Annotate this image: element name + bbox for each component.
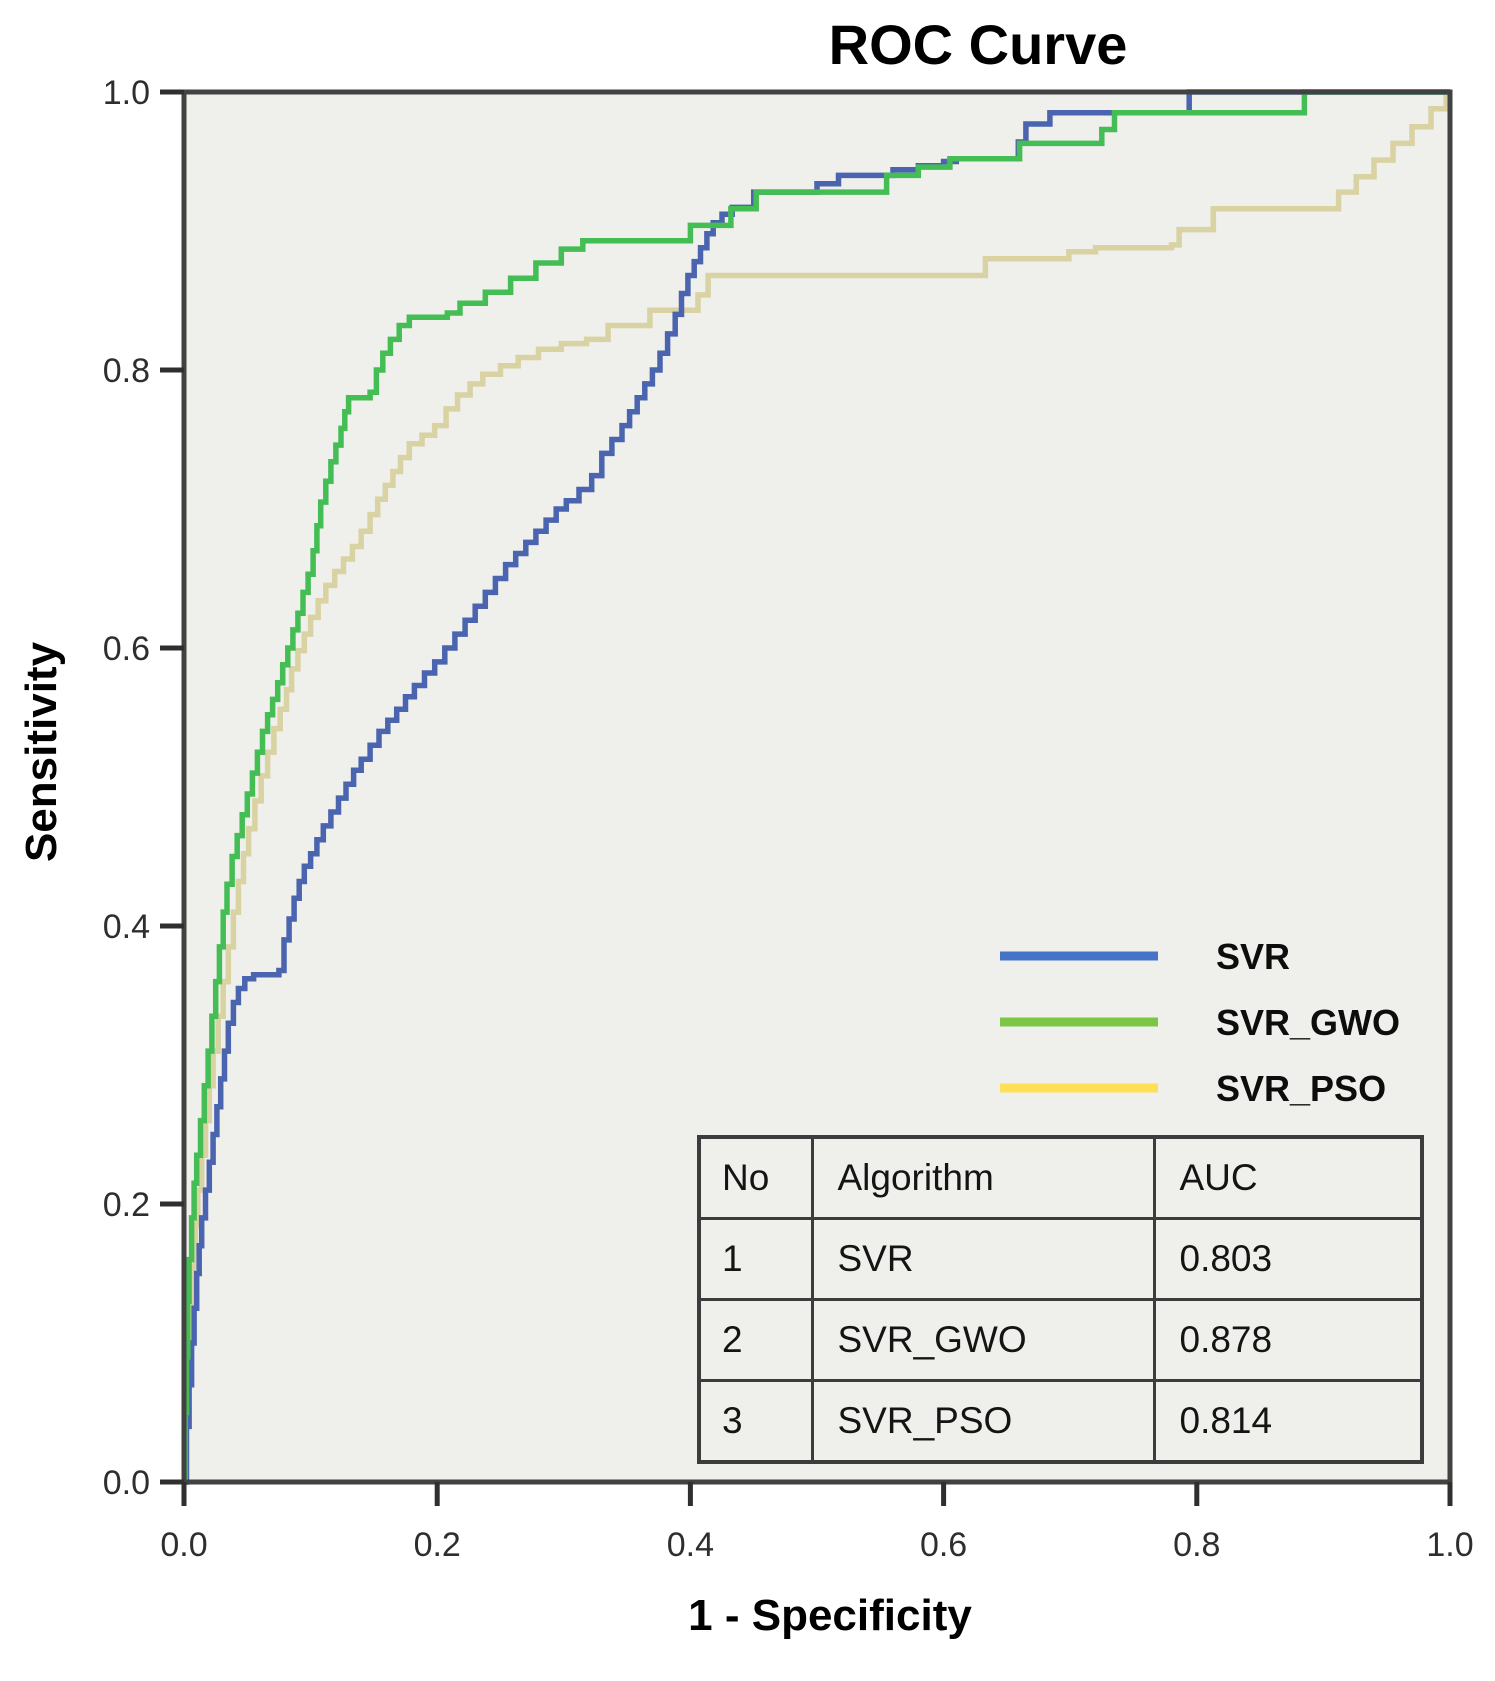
auc-table-cell: 0.878 <box>1152 1298 1424 1382</box>
y-tick-label: 0.4 <box>103 908 150 946</box>
y-tick-label: 1.0 <box>103 74 150 112</box>
legend-label-svr_pso: SVR_PSO <box>1216 1068 1386 1109</box>
x-tick-label: 0.6 <box>920 1526 967 1564</box>
y-tick-label: 0.0 <box>103 1464 150 1502</box>
x-axis-label: 1 - Specificity <box>688 1591 972 1640</box>
auc-table-cell: 2 <box>697 1298 814 1382</box>
x-tick-label: 0.0 <box>160 1526 207 1564</box>
auc-table-header-cell: No <box>697 1135 814 1220</box>
x-tick-label: 0.2 <box>414 1526 461 1564</box>
chart-title: ROC Curve <box>829 13 1128 76</box>
y-tick-label: 0.2 <box>103 1186 150 1224</box>
y-axis-ticks: 0.0 0.2 0.4 0.6 0.8 1.0 <box>103 74 184 1502</box>
y-tick-label: 0.8 <box>103 352 150 390</box>
x-tick-label: 1.0 <box>1426 1526 1473 1564</box>
auc-table: No Algorithm AUC 1 SVR 0.803 2 SVR_GWO 0.878 3 SV… <box>697 1135 1424 1464</box>
auc-table-cell: SVR <box>810 1217 1156 1301</box>
auc-table-row: 2 SVR_GWO 0.878 <box>697 1298 1424 1382</box>
roc-curves-group <box>182 89 1450 1485</box>
x-tick-label: 0.4 <box>667 1526 714 1564</box>
y-axis-label: Sensitivity <box>17 641 66 862</box>
roc-curve-svr <box>183 89 1450 1485</box>
auc-table-row: 3 SVR_PSO 0.814 <box>697 1379 1424 1464</box>
auc-table-cell: SVR_GWO <box>810 1298 1156 1382</box>
x-tick-label: 0.8 <box>1173 1526 1220 1564</box>
auc-table-cell: 0.814 <box>1152 1379 1424 1464</box>
y-tick-label: 0.6 <box>103 630 150 668</box>
auc-table-cell: SVR_PSO <box>810 1379 1156 1464</box>
auc-table-header: No Algorithm AUC <box>697 1135 1424 1220</box>
roc-curve-svr_gwo <box>182 89 1450 1485</box>
auc-table-cell: 1 <box>697 1217 814 1301</box>
auc-table-header-row: No Algorithm AUC <box>697 1135 1424 1220</box>
auc-table-cell: 0.803 <box>1152 1217 1424 1301</box>
auc-table-header-cell: AUC <box>1152 1135 1424 1220</box>
plot-frame <box>181 89 1453 1485</box>
auc-table-row: 1 SVR 0.803 <box>697 1217 1424 1301</box>
auc-table-container: No Algorithm AUC 1 SVR 0.803 2 SVR_GWO 0.878 3 SV… <box>697 1135 1424 1464</box>
auc-table-body: 1 SVR 0.803 2 SVR_GWO 0.878 3 SVR_PSO 0.814 <box>697 1217 1424 1464</box>
auc-table-header-cell: Algorithm <box>810 1135 1156 1220</box>
legend-label-svr_gwo: SVR_GWO <box>1216 1002 1400 1043</box>
legend-label-svr: SVR <box>1216 936 1290 977</box>
auc-table-cell: 3 <box>697 1379 814 1464</box>
roc-curve-svr_pso <box>182 89 1450 1485</box>
x-axis-ticks: 0.0 0.2 0.4 0.6 0.8 1.0 <box>160 1482 1474 1564</box>
legend: SVR SVR_GWO SVR_PSO <box>1000 936 1400 1109</box>
